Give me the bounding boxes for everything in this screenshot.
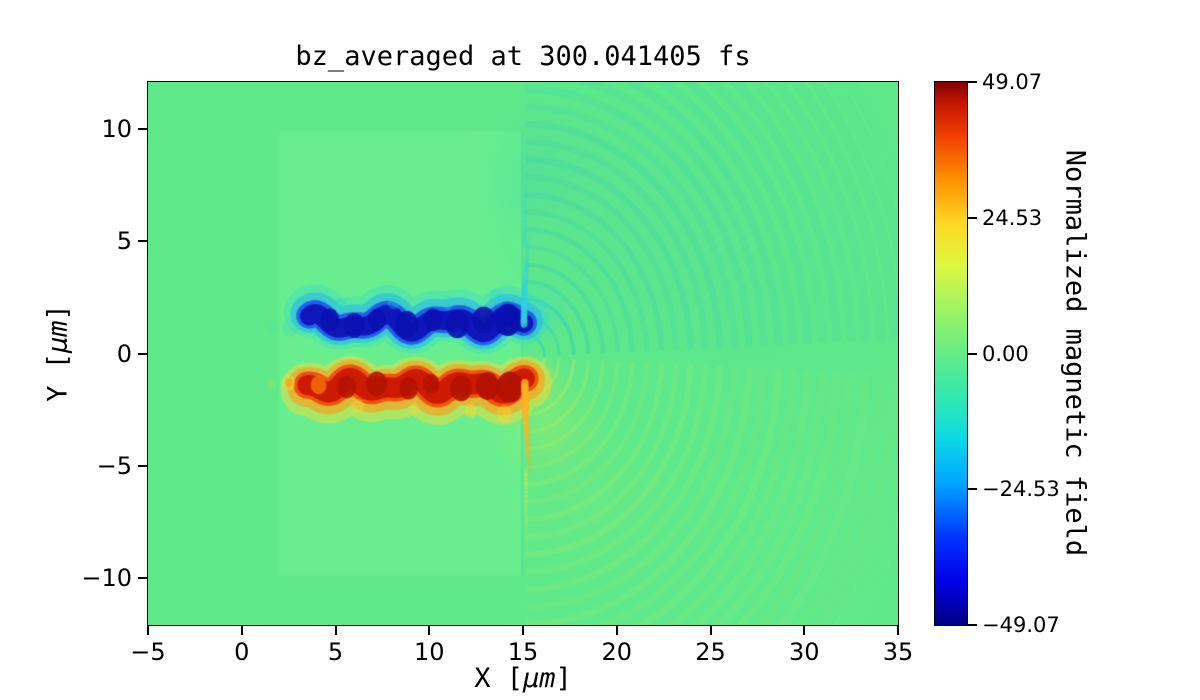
- x-tick-mark: [334, 626, 337, 635]
- x-axis-label-unit: μm: [523, 663, 556, 694]
- x-tick-mark: [428, 626, 431, 635]
- x-tick-mark: [803, 626, 806, 635]
- y-tick-mark: [138, 352, 147, 355]
- colorbar-tick-mark: [968, 352, 977, 355]
- y-tick-label: 10: [101, 115, 132, 144]
- y-axis-label-suffix: ]: [42, 304, 74, 321]
- x-tick-label: 15: [507, 638, 539, 666]
- x-tick-label: 5: [327, 638, 344, 666]
- x-axis-label: X [μm]: [148, 664, 898, 694]
- colorbar: [934, 81, 968, 626]
- colorbar-label: Normalized magnetic field: [1059, 149, 1091, 557]
- x-tick-mark: [522, 626, 524, 635]
- heatmap-canvas: [148, 82, 898, 625]
- y-tick-label: −10: [81, 563, 132, 592]
- colorbar-tick-mark: [968, 216, 977, 219]
- y-tick-label: 0: [116, 339, 132, 368]
- colorbar-tick-mark: [968, 488, 977, 491]
- x-tick-label: −5: [130, 638, 166, 666]
- x-tick-mark: [240, 626, 243, 635]
- y-tick-mark: [138, 240, 147, 243]
- colorbar-gradient: [935, 82, 967, 625]
- x-tick-mark: [147, 626, 149, 635]
- colorbar-tick-label: 49.07: [982, 70, 1043, 94]
- colorbar-tick-mark: [968, 81, 977, 83]
- colorbar-tick-mark: [968, 624, 977, 626]
- colorbar-tick-label: 24.53: [982, 205, 1043, 230]
- x-axis-label-prefix: X [: [474, 663, 523, 694]
- plot-title: bz_averaged at 300.041405 fs: [295, 41, 751, 72]
- x-tick-label: 0: [234, 638, 250, 666]
- y-tick-mark: [138, 576, 147, 579]
- x-tick-mark: [897, 626, 899, 635]
- x-tick-label: 10: [413, 638, 445, 666]
- x-tick-label: 30: [788, 638, 820, 666]
- x-tick-label: 25: [695, 638, 726, 666]
- y-tick-mark: [138, 464, 147, 467]
- plot-area: [147, 81, 899, 626]
- y-tick-mark: [138, 128, 147, 131]
- colorbar-tick-label: −49.07: [982, 613, 1060, 637]
- x-axis-label-suffix: ]: [555, 663, 572, 694]
- y-tick-label: 5: [116, 227, 132, 256]
- y-tick-label: −5: [96, 451, 132, 480]
- colorbar-tick-label: −24.53: [982, 477, 1060, 502]
- x-tick-label: 20: [601, 638, 633, 666]
- x-tick-mark: [709, 626, 712, 635]
- x-tick-label: 35: [882, 638, 914, 666]
- x-tick-mark: [615, 626, 618, 635]
- colorbar-tick-label: 0.00: [982, 341, 1029, 366]
